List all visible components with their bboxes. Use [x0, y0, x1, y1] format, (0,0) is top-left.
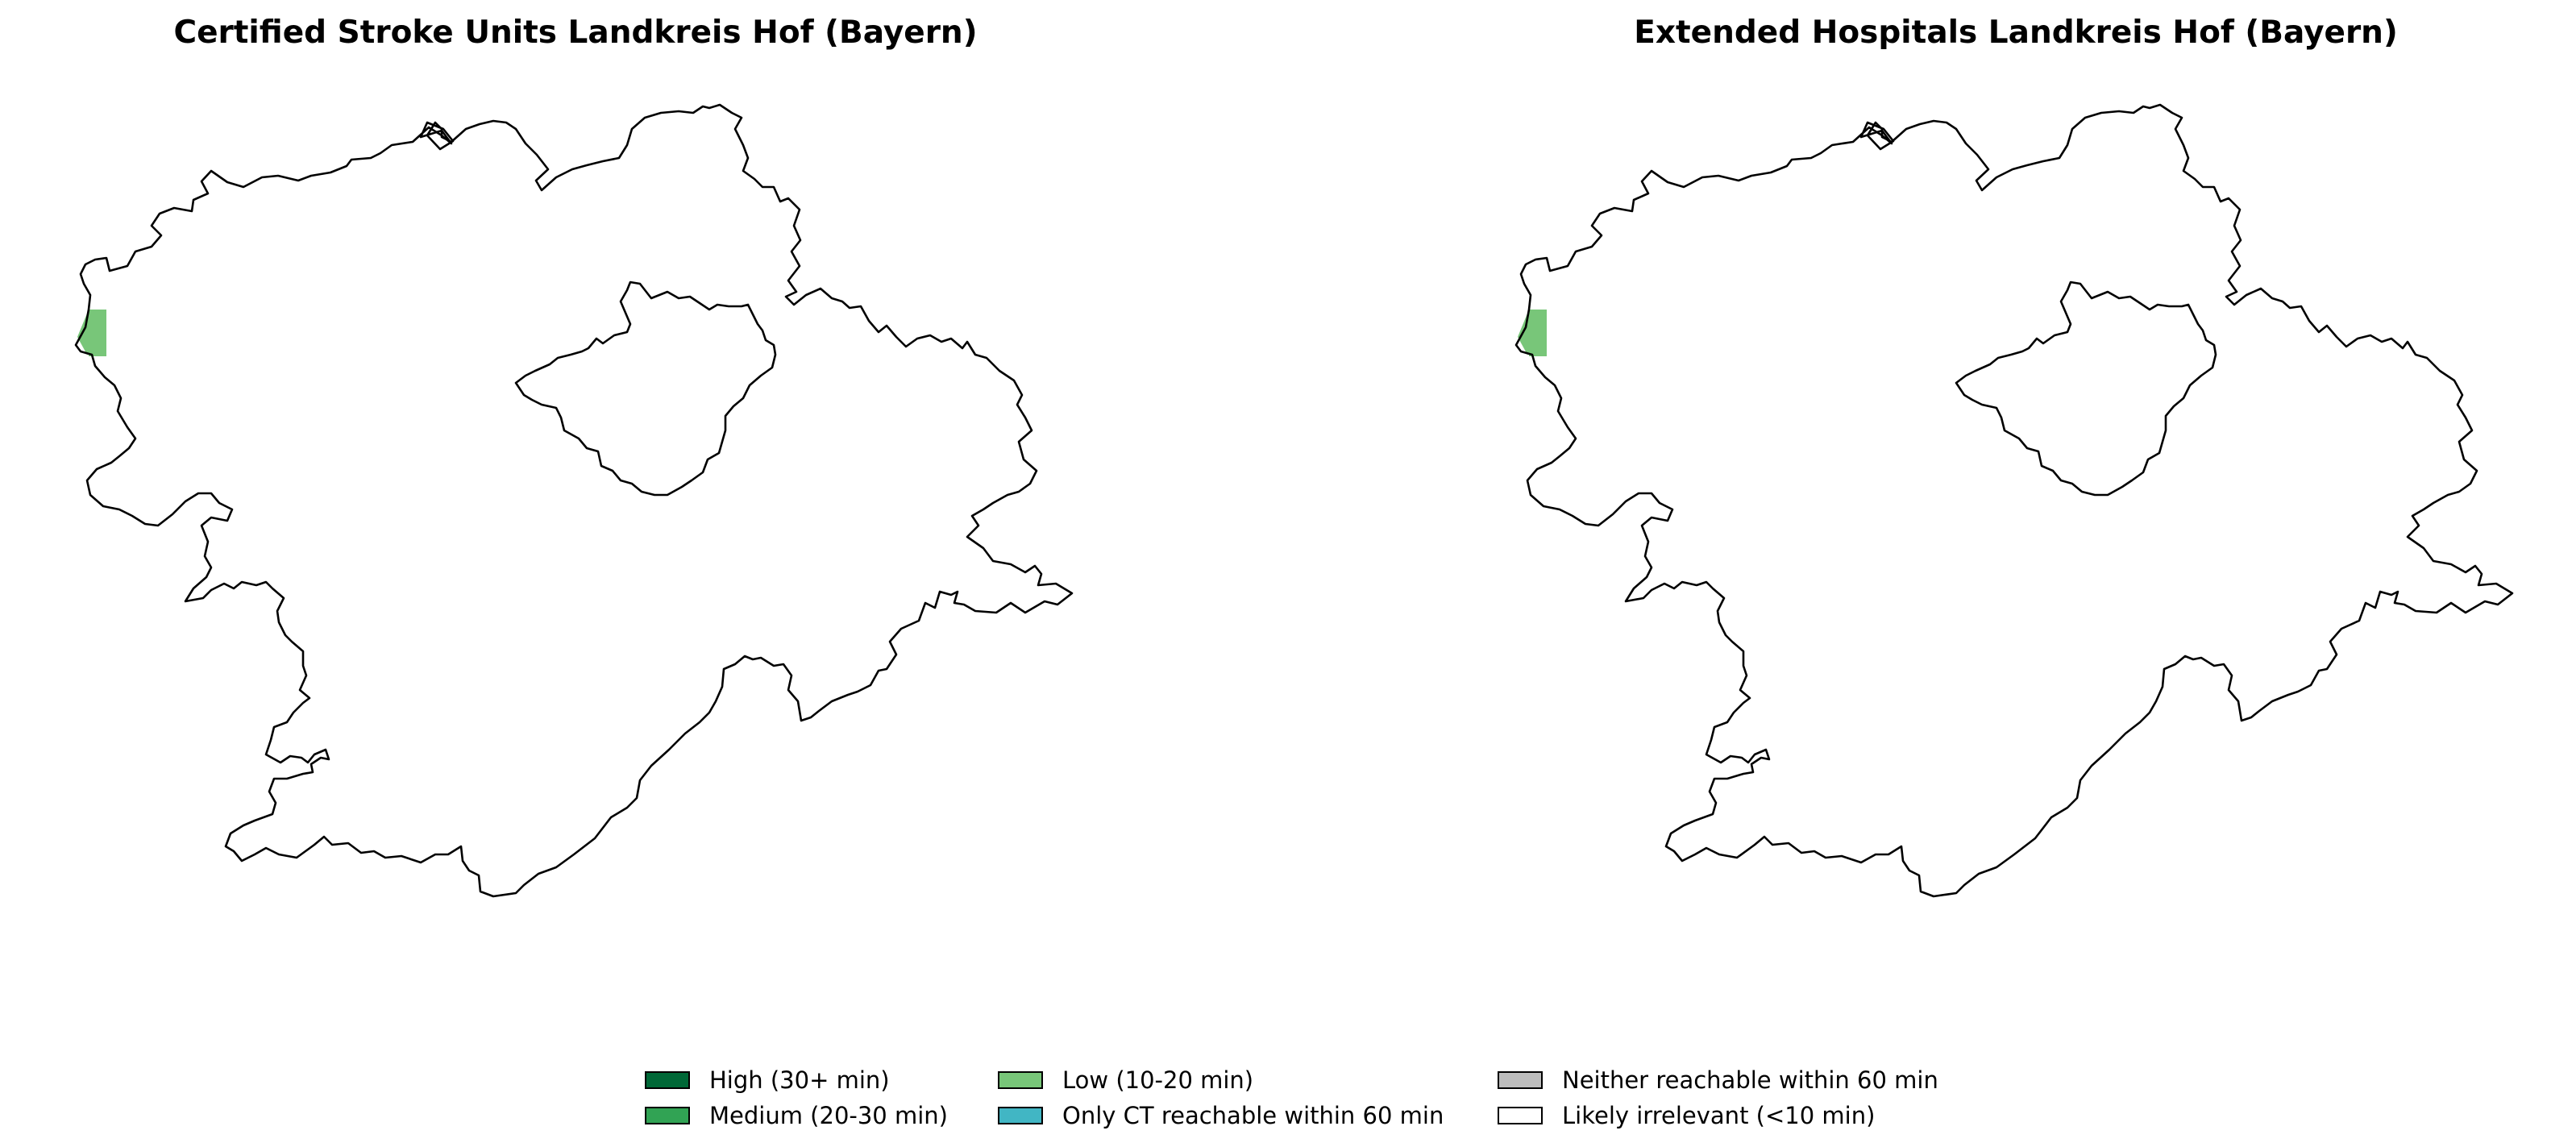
map-panel-stroke-units: [74, 103, 1074, 898]
district-outline: [74, 103, 1074, 898]
map-cell-low: [1529, 310, 1547, 356]
map-cell-low: [89, 310, 106, 356]
district-outline: [1514, 103, 2514, 898]
city-enclave-outline: [1955, 281, 2217, 497]
city-enclave-outline: [514, 281, 777, 497]
map-panel-extended-hospitals: [1514, 103, 2514, 898]
panel-title-extended-hospitals: Extended Hospitals Landkreis Hof (Bayern…: [1634, 15, 2398, 51]
panel-title-stroke-units: Certified Stroke Units Landkreis Hof (Ba…: [173, 15, 978, 51]
